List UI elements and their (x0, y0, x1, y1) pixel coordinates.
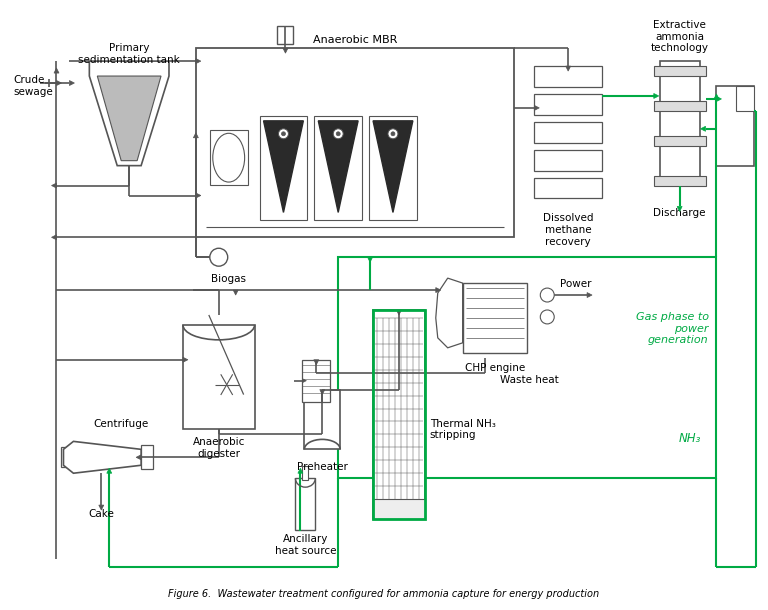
Text: Dissolved
methane
recovery: Dissolved methane recovery (543, 214, 594, 246)
Polygon shape (107, 468, 112, 473)
Bar (304, 390, 340, 450)
Bar (260, 116, 307, 220)
Bar (654, 176, 706, 185)
Polygon shape (89, 61, 169, 166)
Polygon shape (196, 59, 201, 63)
Text: Biogas: Biogas (210, 274, 246, 284)
Text: Waste heat: Waste heat (500, 375, 558, 385)
Polygon shape (54, 68, 59, 73)
Bar (303, 360, 330, 401)
Polygon shape (318, 121, 358, 212)
Bar (535, 66, 602, 87)
Bar (654, 136, 706, 146)
Polygon shape (183, 357, 188, 362)
Polygon shape (587, 293, 592, 298)
Text: Anaerobic
digester: Anaerobic digester (193, 437, 245, 459)
Polygon shape (69, 81, 74, 85)
Polygon shape (566, 66, 571, 71)
Polygon shape (233, 290, 238, 295)
Text: Ancillary
heat source: Ancillary heat source (275, 534, 336, 556)
Text: Primary
sedimentation tank: Primary sedimentation tank (78, 43, 180, 65)
Bar (373, 310, 425, 519)
Bar (373, 499, 425, 519)
Text: Centrifuge: Centrifuge (94, 420, 149, 429)
Circle shape (540, 288, 554, 302)
Circle shape (210, 248, 228, 266)
Circle shape (281, 132, 286, 136)
Bar (654, 101, 706, 111)
Circle shape (336, 132, 340, 136)
Polygon shape (700, 126, 706, 131)
Bar (141, 445, 153, 469)
Bar (737, 86, 754, 111)
Circle shape (388, 129, 398, 138)
Bar (210, 131, 247, 185)
Polygon shape (196, 193, 201, 198)
Polygon shape (64, 442, 141, 473)
Text: Preheater: Preheater (297, 462, 348, 472)
Bar (660, 61, 700, 185)
Polygon shape (99, 505, 104, 510)
Polygon shape (136, 455, 141, 460)
Polygon shape (57, 81, 61, 85)
Circle shape (540, 310, 554, 324)
Text: Extractive
ammonia
technology: Extractive ammonia technology (650, 20, 709, 53)
Text: Discharge: Discharge (654, 209, 706, 218)
Bar (535, 94, 602, 115)
Polygon shape (368, 257, 372, 262)
Bar (314, 116, 362, 220)
Text: Thermal NH₃
stripping: Thermal NH₃ stripping (430, 418, 495, 440)
Bar (296, 478, 316, 530)
Text: Figure 6.  Wastewater treatment configured for ammonia capture for energy produc: Figure 6. Wastewater treatment configure… (168, 589, 600, 598)
Bar (462, 283, 528, 353)
Bar (183, 325, 254, 429)
Polygon shape (194, 133, 198, 138)
Bar (338, 257, 717, 478)
Polygon shape (51, 183, 57, 188)
Polygon shape (435, 287, 441, 293)
Text: Anaerobic MBR: Anaerobic MBR (313, 35, 397, 45)
Polygon shape (535, 106, 539, 110)
Polygon shape (51, 235, 57, 240)
Bar (535, 178, 602, 198)
Bar (369, 116, 417, 220)
Circle shape (333, 129, 343, 138)
Bar (303, 466, 308, 480)
Polygon shape (263, 121, 303, 212)
Text: NH₃: NH₃ (679, 432, 701, 445)
Bar (654, 66, 706, 76)
Polygon shape (654, 93, 659, 98)
Polygon shape (396, 310, 402, 315)
Polygon shape (319, 390, 325, 395)
Bar (535, 149, 602, 171)
Polygon shape (677, 206, 682, 212)
Text: Cake: Cake (88, 509, 114, 519)
Polygon shape (298, 468, 303, 473)
Polygon shape (303, 379, 306, 382)
Circle shape (279, 129, 289, 138)
Polygon shape (717, 96, 721, 101)
Polygon shape (283, 48, 288, 53)
Ellipse shape (213, 134, 245, 182)
Polygon shape (314, 360, 319, 365)
Polygon shape (373, 121, 413, 212)
Bar (535, 122, 602, 143)
Bar (277, 26, 293, 44)
Bar (373, 310, 425, 519)
Polygon shape (98, 76, 161, 160)
Polygon shape (435, 278, 462, 348)
Bar (717, 86, 754, 166)
Text: Gas phase to
power
generation: Gas phase to power generation (635, 312, 709, 345)
Circle shape (391, 132, 395, 136)
Bar (196, 48, 515, 237)
Bar (61, 447, 71, 467)
Text: CHP engine: CHP engine (465, 363, 525, 373)
Text: Power: Power (560, 279, 591, 289)
Text: Crude
sewage: Crude sewage (14, 75, 54, 97)
Polygon shape (714, 94, 719, 99)
